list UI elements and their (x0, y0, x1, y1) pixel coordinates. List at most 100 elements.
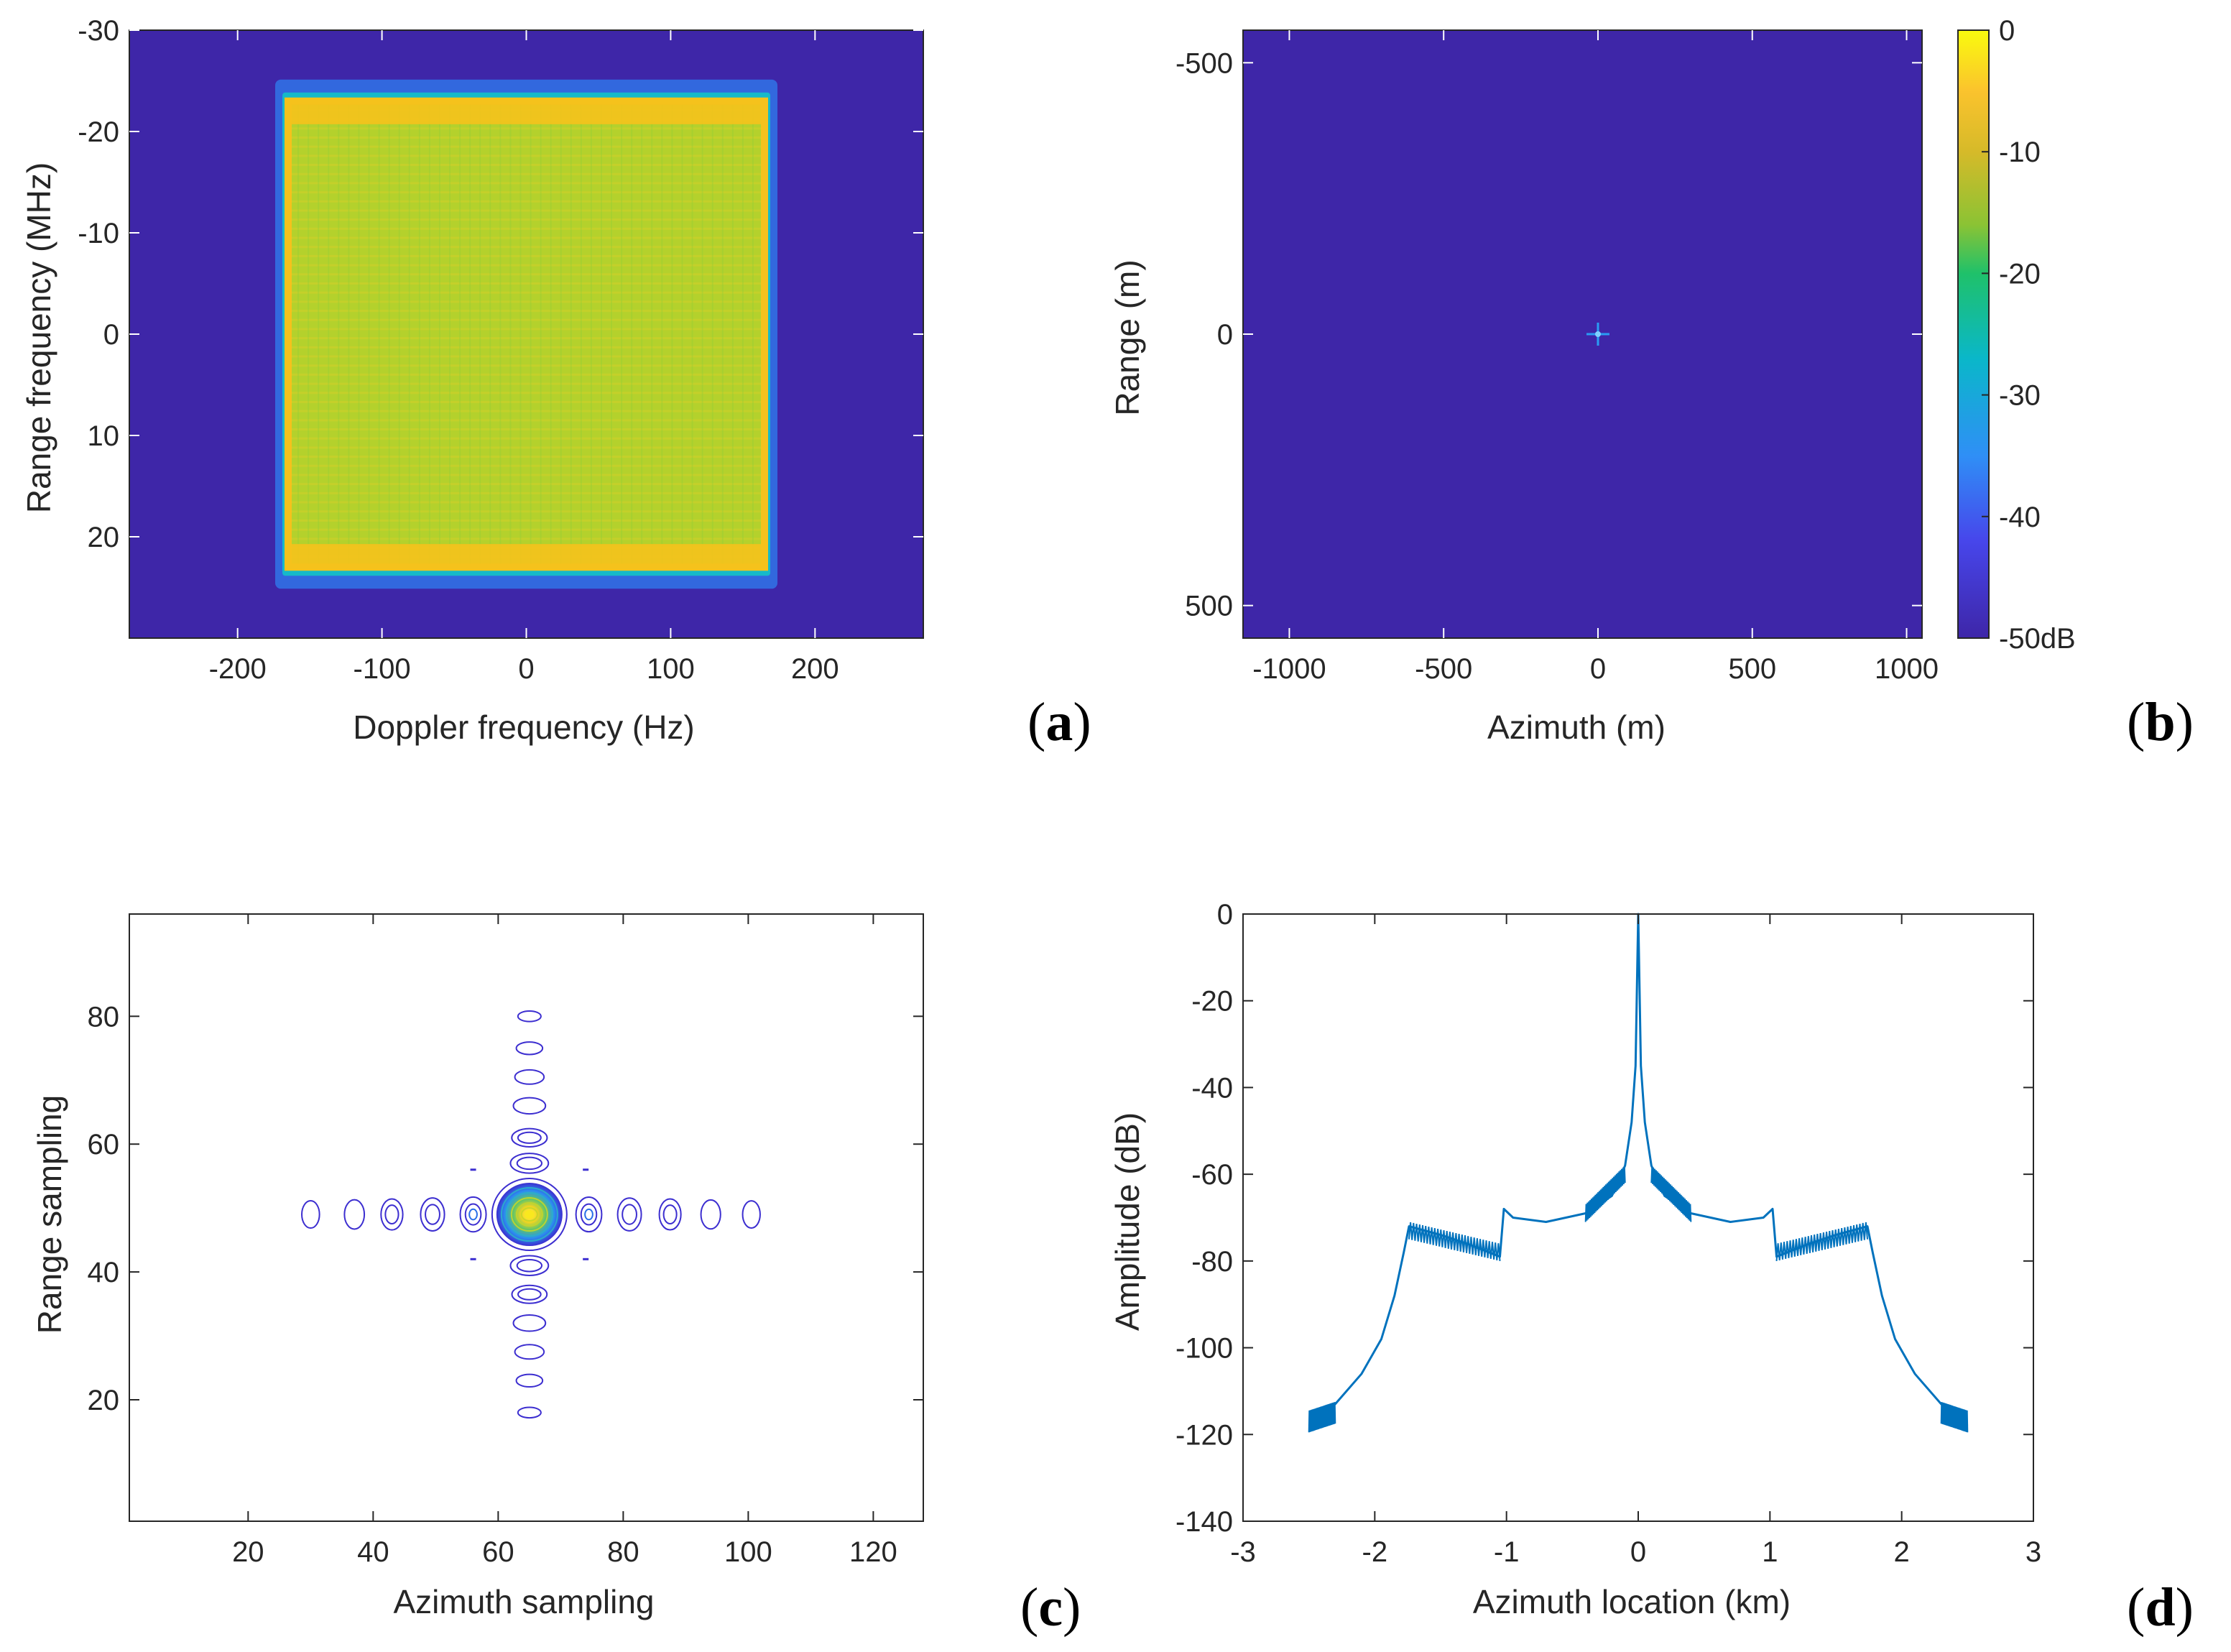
colorbar-tick-label-1: -10 (1999, 137, 2041, 168)
ytick-label-3-4: -80 (1191, 1246, 1233, 1278)
panel-b-ylabel: Range (m) (1109, 259, 1146, 415)
ytick-label-3-3: -60 (1191, 1159, 1233, 1191)
ytick-label-0-4: 10 (88, 420, 120, 452)
xtick-label-2-4: 100 (724, 1536, 772, 1568)
axes-frame-2 (129, 913, 924, 1522)
range-sidelobe-inner-5 (516, 1258, 543, 1273)
xtick-label-1-1: -500 (1415, 653, 1472, 685)
ytick-label-0-2: -10 (78, 218, 119, 249)
ytick-label-3-1: -20 (1191, 986, 1233, 1017)
panel-c-plot-area (129, 914, 923, 1521)
ytick-label-1-2: 500 (1185, 591, 1233, 622)
azimuth-sidelobe-inner-3 (425, 1204, 440, 1225)
range-sidelobe-5 (509, 1255, 550, 1276)
panel-c-label: (c) (1020, 1577, 1081, 1638)
azimuth-sidelobe-core-5 (584, 1208, 593, 1221)
ytick-label-0-5: 20 (88, 522, 120, 553)
panel-a-ylabel: Range frequency (MHz) (20, 162, 57, 513)
ytick-label-0-0: -30 (78, 15, 119, 47)
range-sidelobe-inner-4 (517, 1288, 542, 1301)
panel-d-ripple-left (1408, 1222, 1501, 1261)
panel-d-ripple-right (1775, 1222, 1868, 1261)
panel-d-ripple-center-left (1584, 1166, 1626, 1222)
ytick-label-2-1: 40 (88, 1257, 120, 1288)
ytick-label-3-7: -140 (1175, 1506, 1233, 1538)
ytick-label-1-0: -500 (1175, 47, 1233, 79)
azimuth-sidelobe-2 (380, 1198, 404, 1231)
main-lobe-ring-4 (515, 1202, 543, 1227)
colorbar-tick-label-2: -20 (1999, 258, 2041, 290)
range-sidelobe-6 (509, 1153, 550, 1174)
azimuth-sidelobe-5 (575, 1196, 603, 1233)
azimuth-sidelobe-inner-6 (622, 1204, 637, 1225)
ytick-label-0-1: -20 (78, 116, 119, 148)
panel-a-signal-border (285, 97, 768, 571)
azimuth-sidelobe-7 (658, 1198, 682, 1231)
colorbar-tick-label-5: -50dB (1999, 623, 2076, 655)
panel-b-colorbar-bar (1957, 29, 1990, 639)
panel-b-plot-area (1243, 30, 1922, 638)
xtick-label-3-1: -2 (1362, 1536, 1388, 1568)
panel-d-ripple-center-right (1650, 1166, 1692, 1222)
panel-c-xlabel: Azimuth sampling (393, 1583, 654, 1620)
panel-d-background (1243, 914, 2033, 1521)
ytick-label-3-6: -120 (1175, 1419, 1233, 1451)
azimuth-sidelobe-inner-7 (662, 1204, 678, 1224)
azimuth-sidelobe-inner-5 (580, 1203, 598, 1226)
panel-b-label: (b) (2127, 692, 2194, 752)
azimuth-sidelobe-0 (301, 1200, 320, 1229)
range-sidelobe-9 (514, 1069, 545, 1085)
ytick-label-1-1: 0 (1217, 319, 1233, 351)
azimuth-sidelobe-3 (420, 1197, 445, 1232)
range-sidelobe-inner-7 (517, 1131, 542, 1144)
panel-d-plot-area (1243, 913, 2033, 1521)
range-sidelobe-8 (512, 1097, 547, 1115)
panel-b-background (1243, 30, 1922, 638)
range-sidelobe-10 (515, 1041, 544, 1056)
panel-d-label: (d) (2127, 1577, 2194, 1638)
range-sidelobe-inner-6 (516, 1156, 543, 1171)
ytick-label-2-0: 20 (88, 1385, 120, 1416)
panel-b-colorbar: 0 -10 -20 -30 -40 -50dB (1957, 15, 2076, 655)
main-lobe-ring-1 (500, 1187, 558, 1242)
azimuth-sidelobe-6 (616, 1197, 642, 1232)
azimuth-sidelobe-8 (700, 1199, 721, 1230)
panel-d-ticks: -3 -2 -1 0 1 2 3 0 -20 -40 -60 -80 -100 -120 -140 (1175, 899, 2041, 1568)
azimuth-sidelobe-inner-4 (464, 1203, 482, 1226)
panel-a-xlabel: Doppler frequency (Hz) (353, 709, 695, 746)
xtick-label-1-4: 1000 (1875, 653, 1939, 685)
panel-d-label-letter: d (2145, 1577, 2175, 1638)
panel-a-label-letter: a (1045, 692, 1073, 752)
colorbar-tick-label-3: -30 (1999, 380, 2041, 412)
ytick-label-0-3: 0 (103, 319, 119, 351)
xtick-label-1-3: 500 (1728, 653, 1776, 685)
azimuth-sidelobe-inner-2 (384, 1204, 399, 1225)
xtick-label-1-2: 0 (1590, 653, 1606, 685)
xtick-label-2-0: 20 (232, 1536, 264, 1568)
panel-c-ylabel: Range sampling (31, 1095, 68, 1334)
azimuth-sidelobe-core-4 (468, 1208, 478, 1221)
panel-d-ripple-far-right (1940, 1402, 1969, 1433)
ytick-label-3-5: -100 (1175, 1333, 1233, 1365)
xtick-label-3-0: -3 (1230, 1536, 1256, 1568)
colorbar-tick-label-4: -40 (1999, 502, 2041, 533)
xtick-label-3-4: 1 (1762, 1536, 1778, 1568)
main-lobe-peak (524, 1210, 535, 1219)
panel-b-label-letter: b (2145, 692, 2175, 752)
panel-b-ticks: -1000 -500 0 500 1000 -500 0 500 (1175, 29, 1939, 685)
azimuth-sidelobe-1 (343, 1199, 366, 1230)
xtick-label-1-0: -1000 (1252, 653, 1326, 685)
xtick-label-2-5: 120 (849, 1536, 897, 1568)
ytick-label-3-2: -40 (1191, 1072, 1233, 1104)
main-lobe-ring-2 (505, 1192, 553, 1237)
azimuth-sidelobe-4 (459, 1196, 487, 1233)
panel-a-plot-area (129, 30, 923, 638)
xtick-label-0-2: 0 (518, 653, 534, 685)
xtick-label-3-6: 3 (2026, 1536, 2041, 1568)
panel-d-xlabel: Azimuth location (km) (1473, 1583, 1791, 1620)
azimuth-sidelobe-9 (742, 1200, 761, 1229)
